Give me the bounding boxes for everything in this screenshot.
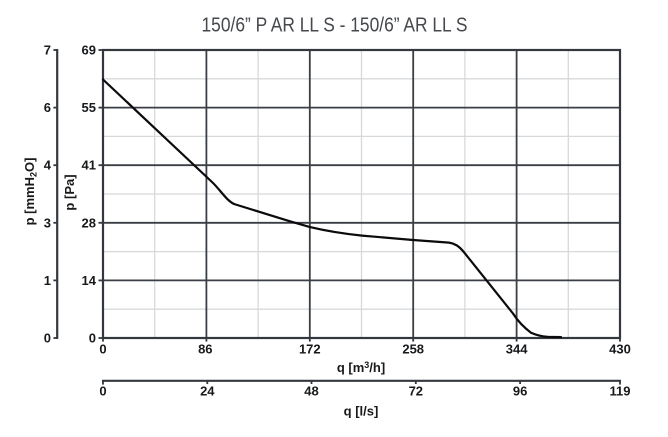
svg-text:430: 430 [609,342,631,357]
svg-text:q [l/s]: q [l/s] [344,404,379,419]
svg-text:86: 86 [198,342,212,357]
svg-text:69: 69 [82,43,96,58]
svg-text:41: 41 [82,158,96,173]
svg-text:72: 72 [409,384,423,399]
svg-text:172: 172 [299,342,321,357]
svg-text:344: 344 [506,342,528,357]
svg-text:258: 258 [402,342,424,357]
svg-text:48: 48 [304,384,318,399]
svg-text:28: 28 [82,215,96,230]
svg-text:p [Pa]: p [Pa] [62,174,77,210]
svg-text:24: 24 [200,384,215,399]
svg-text:q [m3/h]: q [m3/h] [337,360,385,375]
svg-text:7: 7 [44,43,51,58]
svg-text:4: 4 [44,158,52,173]
svg-text:1: 1 [44,273,51,288]
svg-text:3: 3 [44,215,51,230]
svg-text:0: 0 [99,342,106,357]
svg-text:0: 0 [99,384,106,399]
svg-text:14: 14 [82,273,97,288]
svg-text:0: 0 [44,331,51,346]
svg-text:0: 0 [89,331,96,346]
svg-text:p [mmH2O]: p [mmH2O] [22,158,39,226]
svg-text:119: 119 [610,384,631,399]
svg-text:150/6” P AR LL S - 150/6” AR L: 150/6” P AR LL S - 150/6” AR LL S [202,15,468,37]
svg-text:55: 55 [82,100,96,115]
svg-text:96: 96 [513,384,527,399]
svg-text:6: 6 [44,100,51,115]
